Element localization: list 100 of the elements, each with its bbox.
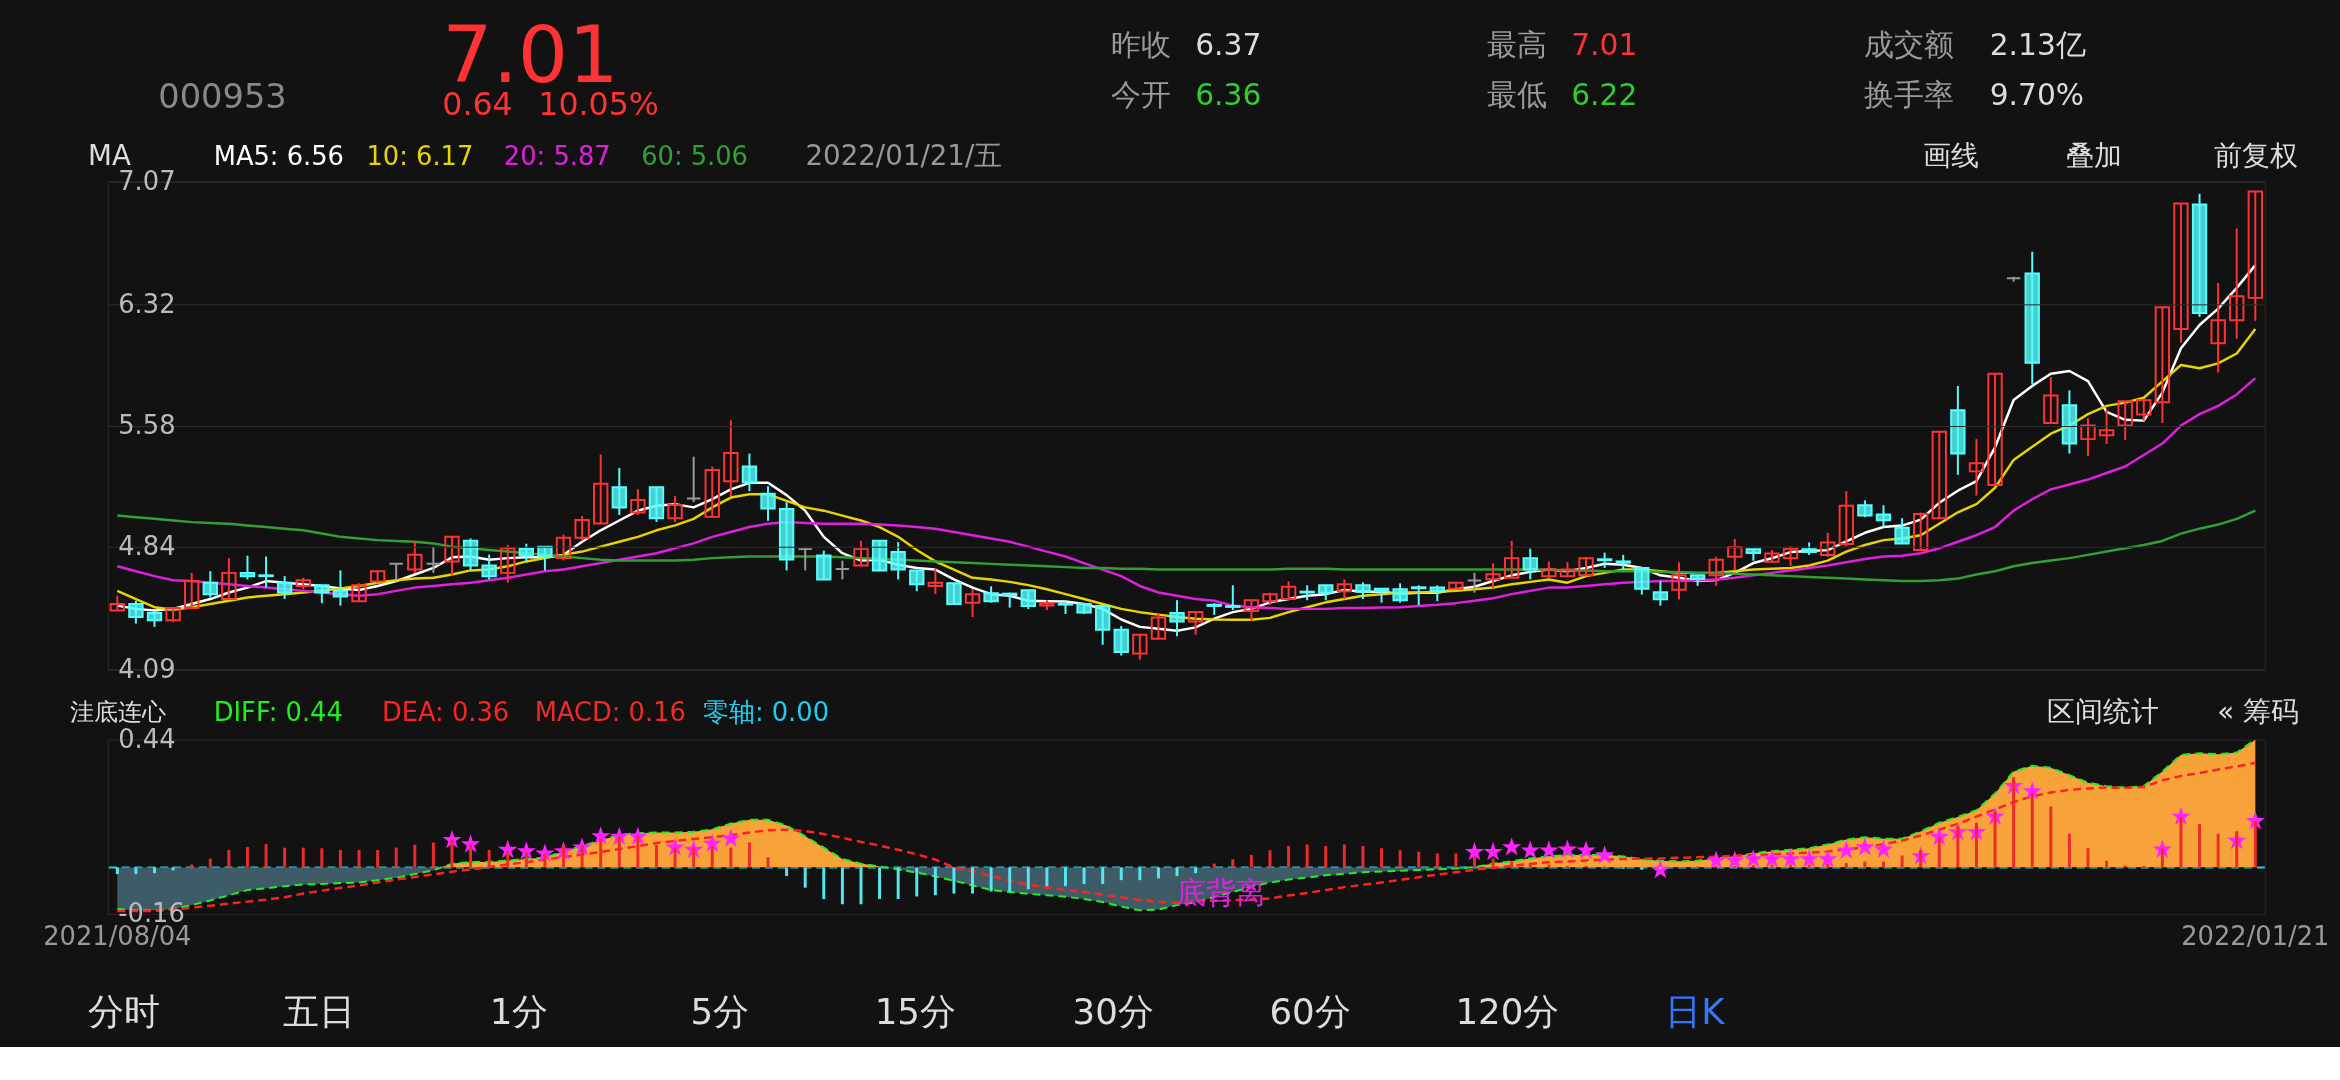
bar — [1473, 855, 1476, 868]
text: 2.13亿 — [1989, 27, 2086, 63]
bar — [1528, 863, 1532, 868]
bar — [785, 867, 789, 877]
bar — [2253, 821, 2257, 868]
text: 000953 — [158, 77, 287, 117]
candlestick — [2080, 417, 2096, 457]
bar — [2160, 848, 2164, 868]
bar — [543, 853, 547, 868]
point — [1873, 839, 1894, 858]
bar — [1491, 858, 1495, 868]
text: 10: 6.17 — [366, 140, 474, 171]
text: 分时 — [88, 990, 161, 1032]
candlestick — [704, 465, 720, 518]
bar — [562, 846, 565, 868]
bar — [413, 844, 417, 868]
bar — [1993, 811, 1997, 868]
candlestick — [2043, 376, 2059, 425]
candlestick — [184, 571, 200, 610]
bar — [1807, 864, 1811, 868]
text: 昨收 — [1111, 27, 1172, 63]
bar — [283, 847, 287, 868]
bar — [915, 867, 919, 897]
candlestick — [760, 485, 776, 522]
bar — [1454, 853, 1458, 868]
text: 9.70% — [1989, 77, 2085, 113]
text: 洼底连心 — [70, 697, 167, 726]
candlestick — [1931, 430, 1947, 520]
point — [1483, 841, 1503, 861]
point — [1762, 849, 1782, 868]
bar — [803, 867, 807, 888]
bar — [1101, 867, 1105, 884]
candlestick — [1875, 504, 1892, 529]
candlestick — [1652, 580, 1669, 607]
point — [1520, 840, 1540, 859]
bar — [1974, 822, 1978, 868]
point — [1706, 850, 1726, 869]
bar — [171, 867, 175, 871]
bar — [320, 848, 324, 868]
bar — [580, 844, 584, 868]
point — [721, 828, 741, 847]
point — [1464, 841, 1485, 861]
bar — [2067, 833, 2071, 868]
text: DEA: 0.36 — [381, 696, 510, 727]
text: 5分 — [690, 990, 750, 1032]
point — [1650, 859, 1671, 879]
bar — [1547, 864, 1551, 868]
bar — [729, 847, 733, 868]
candlestick — [834, 559, 851, 581]
bar — [2235, 831, 2239, 868]
point — [1576, 840, 1596, 859]
candlestick — [2117, 400, 2133, 442]
candlestick — [1894, 517, 1910, 545]
candlestick — [1522, 547, 1538, 581]
text: 五日 — [282, 990, 355, 1032]
candlestick — [444, 535, 460, 578]
bar — [1138, 867, 1142, 881]
point — [1594, 845, 1615, 864]
candlestick — [1671, 561, 1687, 601]
bar — [115, 867, 119, 875]
text: 7.01 — [1571, 27, 1638, 63]
point — [1743, 849, 1763, 868]
y-tick-label: 4.09 — [118, 653, 176, 684]
text: 6.22 — [1571, 77, 1638, 113]
ref-line-label: 零轴: 0.00 — [702, 696, 829, 727]
y-tick-label: 7.07 — [118, 166, 176, 197]
bar — [469, 844, 473, 868]
candlestick — [2247, 190, 2263, 322]
candlestick — [2229, 227, 2245, 340]
candlestick — [1113, 624, 1129, 657]
y-tick-label: 5.58 — [118, 409, 176, 440]
point — [591, 826, 611, 845]
candlestick — [1913, 511, 1929, 552]
candlestick — [890, 541, 906, 581]
bar — [878, 867, 882, 900]
bar — [2030, 793, 2034, 868]
candlestick — [1336, 578, 1353, 601]
candlestick — [1634, 566, 1650, 596]
y-tick-label: 4.84 — [118, 531, 176, 562]
candlestick — [1987, 372, 2003, 486]
bar — [840, 867, 844, 905]
bar — [1249, 854, 1253, 868]
candlestick — [537, 545, 553, 572]
candlestick — [1838, 490, 1854, 548]
candlestick — [1392, 582, 1408, 604]
candlestick — [1578, 555, 1594, 577]
bar — [431, 842, 435, 868]
bar — [1435, 853, 1439, 868]
bar — [933, 867, 937, 896]
bar — [1826, 863, 1830, 868]
candlestick — [1225, 584, 1241, 612]
candlestick — [1411, 584, 1427, 607]
point — [1855, 837, 1875, 856]
candlestick — [1968, 438, 1985, 497]
bar — [190, 864, 194, 868]
bar — [1045, 867, 1049, 887]
bar — [394, 847, 398, 868]
candlestick — [1169, 599, 1185, 638]
candlestick — [797, 547, 813, 572]
bar — [599, 838, 603, 868]
